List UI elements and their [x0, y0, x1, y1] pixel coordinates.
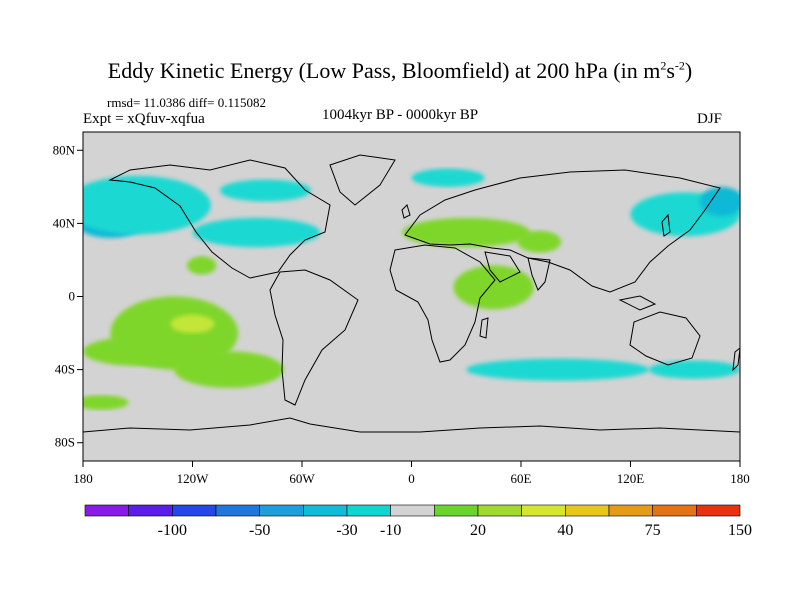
- colorbar-label: 150: [728, 522, 752, 539]
- x-tick-label: 120W: [177, 471, 210, 486]
- anomaly-region-1: [83, 175, 211, 235]
- colorbar-swatch: [434, 504, 479, 517]
- y-tick-label: 40N: [53, 215, 76, 230]
- x-tick-label: 0: [408, 471, 415, 486]
- anomaly-region-2: [192, 217, 321, 248]
- colorbar-swatch: [215, 504, 260, 517]
- season-label: DJF: [697, 111, 723, 127]
- anomaly-region-11: [174, 351, 284, 388]
- anomaly-contours: [83, 168, 740, 410]
- colorbar-swatch: [565, 504, 610, 517]
- colorbar-label: 75: [645, 522, 661, 539]
- plot-title: Eddy Kinetic Energy (Low Pass, Bloomfiel…: [107, 58, 693, 83]
- anomaly-region-6: [699, 186, 740, 217]
- anomaly-region-15: [453, 265, 534, 310]
- x-tick-label: 120E: [617, 471, 645, 486]
- experiment-label: Expt = xQfuv-xqfua: [83, 111, 205, 127]
- y-tick-label: 80S: [55, 435, 75, 450]
- anomaly-region-17: [517, 230, 562, 253]
- anomaly-region-7: [466, 358, 649, 381]
- colorbar-label: -50: [249, 522, 270, 539]
- colorbar-label: 40: [557, 522, 573, 539]
- anomaly-region-8: [648, 360, 740, 379]
- anomaly-region-4: [411, 168, 485, 187]
- anomaly-region-3: [219, 179, 312, 202]
- colorbar-label: -100: [158, 522, 187, 539]
- x-tick-label: 60W: [289, 471, 315, 486]
- colorbar-swatch: [172, 504, 217, 517]
- stats-text: rmsd= 11.0386 diff= 0.115082: [107, 95, 266, 110]
- y-tick-label: 0: [69, 289, 76, 304]
- colorbar-swatch: [608, 504, 653, 517]
- colorbar-swatch: [128, 504, 173, 517]
- colorbar-label: 20: [470, 522, 486, 539]
- x-tick-label: 180: [730, 471, 750, 486]
- x-tick-label: 180: [73, 471, 93, 486]
- colorbar-swatch: [477, 504, 522, 517]
- anomaly-region-14: [402, 217, 531, 248]
- colorbar-swatch: [696, 504, 741, 517]
- x-tick-label: 60E: [511, 471, 532, 486]
- colorbar: -100 -50 -30 -10 20 40 75 150: [84, 504, 752, 539]
- anomaly-region-12: [170, 314, 215, 334]
- y-tick-label: 80N: [53, 142, 76, 157]
- colorbar-swatch: [652, 504, 697, 517]
- colorbar-swatch: [346, 504, 391, 517]
- period-label: 1004kyr BP - 0000kyr BP: [322, 107, 479, 123]
- anomaly-region-16: [83, 395, 129, 410]
- axis-ticks: 180 120W 60W 0 60E 120E 180 80N 40N 0 40S 80S: [53, 142, 750, 486]
- colorbar-swatch: [84, 504, 129, 517]
- colorbar-label: -10: [380, 522, 401, 539]
- colorbar-swatch: [259, 504, 304, 517]
- colorbar-swatch: [390, 504, 435, 517]
- anomaly-region-10: [83, 336, 193, 366]
- colorbar-swatch: [521, 504, 566, 517]
- colorbar-swatch: [303, 504, 348, 517]
- anomaly-region-13: [187, 256, 217, 275]
- y-tick-label: 40S: [55, 362, 75, 377]
- colorbar-label: -30: [336, 522, 357, 539]
- coastlines: [83, 154, 740, 433]
